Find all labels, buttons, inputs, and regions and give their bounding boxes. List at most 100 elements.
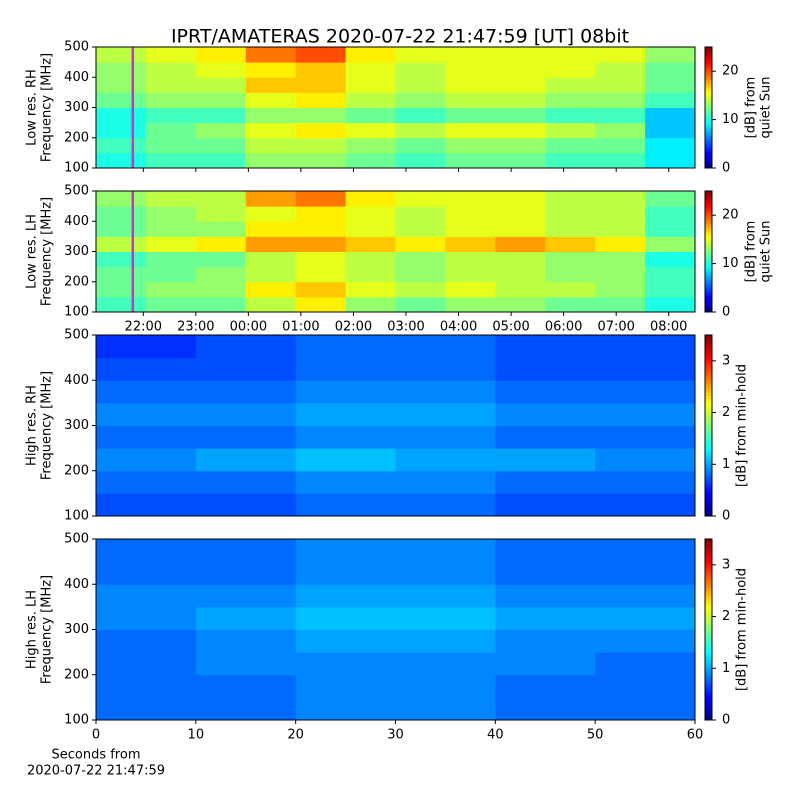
colorbar-segment — [705, 51, 712, 54]
x-tick-label: 02:00 — [335, 320, 372, 335]
y-axis-label: Frequency [MHz] — [40, 53, 55, 162]
colorbar-segment — [705, 383, 712, 387]
colorbar-segment — [705, 386, 712, 390]
colorbar-segment — [705, 455, 712, 460]
colorbar-segment — [705, 193, 712, 196]
colorbar-tick-label: 3 — [722, 557, 730, 572]
colorbar-segment — [705, 425, 712, 430]
colorbar-segment — [705, 305, 712, 309]
heatmap-cell — [145, 92, 197, 108]
colorbar-segment — [705, 157, 712, 161]
heatmap-cell — [295, 448, 396, 472]
heatmap-cell — [545, 281, 596, 298]
colorbar-segment — [705, 362, 712, 366]
heatmap-cell — [295, 77, 347, 93]
heatmap-cell — [96, 62, 147, 78]
colorbar-segment — [705, 235, 712, 238]
heatmap-cell — [495, 296, 546, 313]
colorbar-segment — [705, 500, 712, 505]
colorbar-segment — [705, 303, 712, 307]
colorbar-segment — [705, 93, 712, 96]
colorbar-segment — [705, 470, 712, 475]
heatmap-cell — [545, 152, 596, 169]
colorbar-segment — [705, 404, 712, 408]
colorbar-segment — [705, 428, 712, 433]
colorbar-segment — [705, 446, 712, 451]
colorbar-tick-label: 0 — [722, 305, 730, 320]
heatmap-cell — [295, 584, 396, 608]
x-tick-label: 03:00 — [387, 320, 424, 335]
heatmap-cell — [145, 107, 197, 124]
heatmap-cell — [495, 357, 596, 381]
heatmap-cell — [445, 296, 496, 313]
heatmap-cell — [96, 47, 147, 63]
colorbar-segment — [705, 81, 712, 84]
colorbar-segment — [705, 293, 712, 297]
colorbar-segment — [705, 75, 712, 78]
heatmap-cell — [195, 107, 247, 124]
colorbar-segment — [705, 545, 712, 549]
heatmap-cell — [495, 281, 546, 298]
heatmap-cell — [145, 191, 197, 207]
colorbar-segment — [705, 560, 712, 564]
heatmap-cell — [195, 191, 247, 207]
heatmap-cell — [445, 122, 496, 139]
colorbar-segment — [705, 341, 712, 345]
colorbar-segment — [705, 63, 712, 66]
colorbar-segment — [705, 563, 712, 567]
colorbar-segment — [705, 635, 712, 640]
y-axis-label: Low res. RH — [25, 69, 40, 146]
heatmap-cell — [96, 266, 147, 283]
colorbar-segment — [705, 261, 712, 265]
heatmap-cell — [495, 380, 596, 404]
colorbar-segment — [705, 668, 712, 673]
heatmap-cell — [145, 281, 197, 298]
colorbar-segment — [705, 623, 712, 627]
colorbar-segment — [705, 368, 712, 372]
heatmap-cell — [145, 251, 197, 268]
heatmap-cell — [545, 191, 596, 207]
colorbar-frame — [704, 190, 713, 313]
colorbar-segment — [705, 665, 712, 670]
heatmap-cell — [96, 335, 197, 359]
heatmap-cell — [295, 191, 347, 207]
colorbar-segment — [705, 59, 712, 62]
heatmap-cell — [495, 448, 596, 472]
chart-title: IPRT/AMATERAS 2020-07-22 21:47:59 [UT] 0… — [171, 26, 629, 48]
x-tick-label: 23:00 — [177, 320, 214, 335]
heatmap-cell — [195, 425, 297, 449]
heatmap-cell — [445, 221, 496, 237]
colorbar-segment — [705, 539, 712, 543]
heatmap-cell — [645, 251, 696, 268]
colorbar-segment — [705, 283, 712, 287]
colorbar-segment — [705, 410, 712, 414]
heatmap-cell — [545, 236, 596, 252]
x-tick-label: 00:00 — [230, 320, 267, 335]
colorbar-segment — [705, 141, 712, 145]
y-tick-label: 300 — [64, 622, 89, 637]
colorbar-segment — [705, 413, 712, 417]
x-tick-label: 07:00 — [597, 320, 634, 335]
heatmap-cell — [295, 92, 347, 108]
colorbar-segment — [705, 347, 712, 351]
colorbar-frame — [704, 46, 713, 169]
colorbar-segment — [705, 485, 712, 490]
heatmap-cell — [395, 206, 446, 222]
heatmap-cell — [395, 584, 496, 608]
colorbar-segment — [705, 686, 712, 691]
heatmap-cell — [145, 62, 197, 78]
y-tick-label: 300 — [64, 100, 89, 115]
heatmap-cell — [245, 107, 297, 124]
heatmap-cell — [245, 266, 297, 283]
colorbar-label: [dB] from — [744, 77, 759, 139]
colorbar-segment — [705, 257, 712, 261]
heatmap-cell — [295, 357, 396, 381]
heatmap-cell — [295, 402, 396, 426]
colorbar-segment — [705, 225, 712, 228]
colorbar-segment — [705, 434, 712, 439]
colorbar-segment — [705, 365, 712, 369]
heatmap-cell — [495, 425, 596, 449]
colorbar-segment — [705, 506, 712, 511]
heatmap-cell — [96, 561, 197, 585]
heatmap-cell — [395, 629, 496, 653]
